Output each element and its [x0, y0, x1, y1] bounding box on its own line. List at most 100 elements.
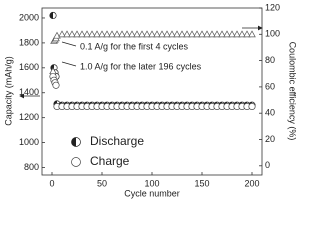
x-axis-label: Cycle number: [124, 188, 180, 198]
data-point: [113, 30, 121, 38]
marker-shape: [178, 30, 186, 38]
marker-half: [71, 137, 76, 147]
marker-shape: [168, 30, 176, 38]
data-point: [108, 30, 116, 38]
marker-shape: [63, 30, 71, 38]
y-tick-label: 1400: [19, 87, 39, 97]
data-point: [248, 30, 256, 38]
data-point: [98, 30, 106, 38]
chart: Capacity (mAh/g) Coulombic efficiency (%…: [3, 2, 298, 198]
marker-shape: [52, 81, 60, 89]
marker-shape: [123, 30, 131, 38]
marker-shape: [128, 30, 136, 38]
marker-shape: [163, 30, 171, 38]
data-point: [49, 11, 57, 20]
y2-tick-label: 60: [265, 81, 275, 91]
y-tick-label: 800: [24, 162, 39, 172]
data-point: [73, 30, 81, 38]
data-point: [153, 30, 161, 38]
marker-shape: [208, 30, 216, 38]
marker-shape: [148, 30, 156, 38]
marker-shape: [71, 157, 81, 167]
data-point: [213, 30, 221, 38]
annotation: 0.1 A/g for the first 4 cycles: [80, 41, 189, 51]
marker-shape: [138, 30, 146, 38]
data-point: [88, 30, 96, 38]
data-point: [58, 30, 66, 38]
y2-tick-label: 100: [265, 29, 280, 39]
marker-shape: [118, 30, 126, 38]
marker-shape: [173, 30, 181, 38]
data-point: [83, 30, 91, 38]
data-point: [233, 30, 241, 38]
data-point: [133, 30, 141, 38]
marker-shape: [73, 30, 81, 38]
marker-shape: [113, 30, 121, 38]
marker-shape: [223, 30, 231, 38]
y2-tick-label: 40: [265, 108, 275, 118]
data-point: [53, 31, 61, 39]
data-point: [238, 30, 246, 38]
data-point: [198, 30, 206, 38]
marker-shape: [248, 102, 256, 111]
y-tick-label: 1200: [19, 112, 39, 122]
y-axis-label: Capacity (mAh/g): [3, 56, 13, 126]
marker-shape: [78, 30, 86, 38]
data-point: [178, 30, 186, 38]
x-tick-label: 50: [97, 178, 107, 188]
data-point: [118, 30, 126, 38]
data-point: [128, 30, 136, 38]
legend-label: Discharge: [90, 134, 144, 148]
y2-tick-label: 80: [265, 55, 275, 65]
marker-shape: [49, 67, 57, 75]
y-tick-label: 1600: [19, 62, 39, 72]
marker-shape: [188, 30, 196, 38]
marker-shape: [193, 30, 201, 38]
y-tick-label: 1000: [19, 137, 39, 147]
marker-shape: [93, 30, 101, 38]
marker-half: [49, 12, 53, 19]
data-point: [248, 102, 256, 111]
legend-marker: [71, 137, 81, 147]
data-point: [93, 30, 101, 38]
data-point: [223, 30, 231, 38]
marker-shape: [203, 30, 211, 38]
marker-shape: [68, 30, 76, 38]
annotation: 1.0 A/g for the later 196 cycles: [80, 61, 202, 71]
marker-shape: [98, 30, 106, 38]
data-point: [103, 30, 111, 38]
marker-shape: [133, 30, 141, 38]
data-point: [203, 30, 211, 38]
x-tick-label: 150: [194, 178, 209, 188]
marker-shape: [238, 30, 246, 38]
x-tick-label: 100: [144, 178, 159, 188]
marker-shape: [218, 30, 226, 38]
marker-shape: [158, 30, 166, 38]
data-point: [173, 30, 181, 38]
marker-shape: [103, 30, 111, 38]
marker-shape: [183, 30, 191, 38]
x-tick-label: 0: [49, 178, 54, 188]
marker-shape: [53, 31, 61, 39]
data-point: [148, 30, 156, 38]
y2-tick-label: 20: [265, 134, 275, 144]
marker-shape: [58, 30, 66, 38]
data-point: [228, 30, 236, 38]
marker-shape: [233, 30, 241, 38]
annotation-leader: [61, 41, 77, 47]
data-point: [63, 30, 71, 38]
data-point: [78, 30, 86, 38]
y2-tick-label: 0: [265, 160, 270, 170]
data-point: [138, 30, 146, 38]
data-point: [158, 30, 166, 38]
marker-shape: [83, 30, 91, 38]
data-point: [123, 30, 131, 38]
data-point: [193, 30, 201, 38]
y2-axis-label: Coulombic efficiency (%): [288, 42, 298, 141]
legend-label: Charge: [90, 154, 130, 168]
y-tick-label: 1800: [19, 37, 39, 47]
data-point: [52, 81, 60, 89]
x-tick-label: 200: [244, 178, 259, 188]
data-point: [243, 30, 251, 38]
data-point: [68, 30, 76, 38]
